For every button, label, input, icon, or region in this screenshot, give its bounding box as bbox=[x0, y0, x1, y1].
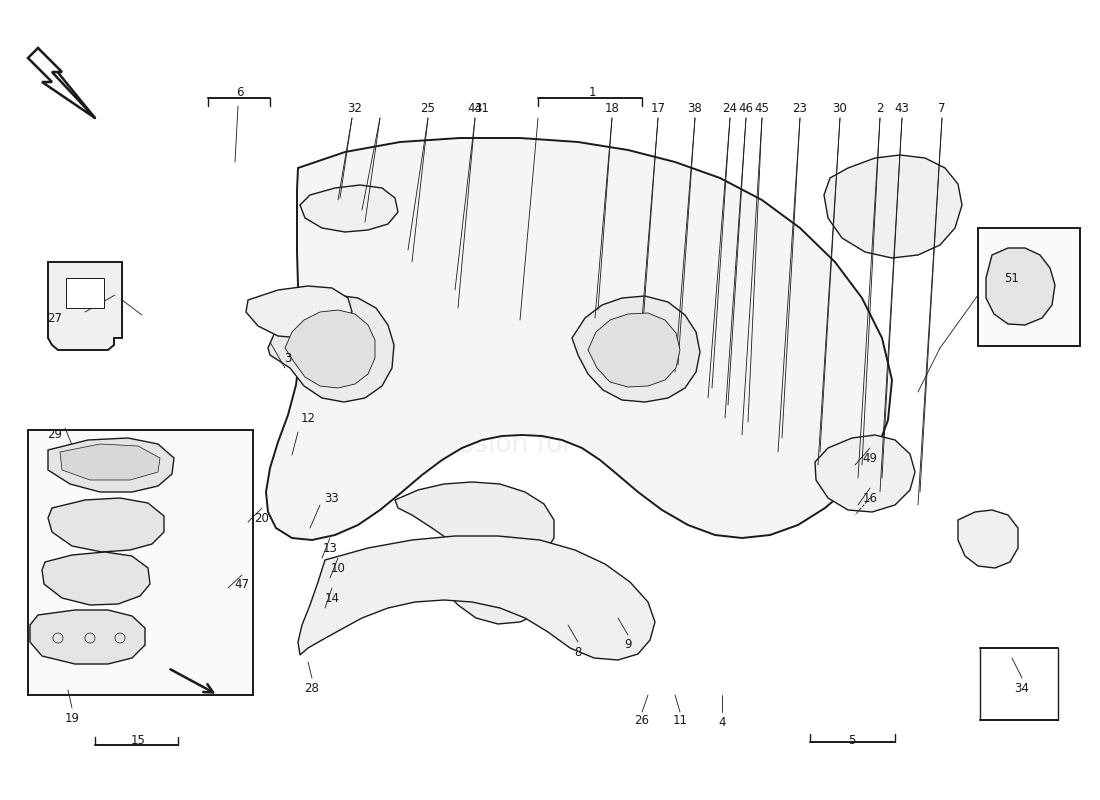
Polygon shape bbox=[28, 48, 95, 118]
Polygon shape bbox=[66, 278, 104, 308]
Text: 26: 26 bbox=[635, 714, 649, 726]
Polygon shape bbox=[420, 542, 550, 624]
Text: 23: 23 bbox=[793, 102, 807, 114]
Text: 7: 7 bbox=[938, 102, 946, 114]
Text: 27: 27 bbox=[47, 311, 63, 325]
Polygon shape bbox=[298, 536, 654, 660]
Text: 2: 2 bbox=[877, 102, 883, 114]
Text: 10: 10 bbox=[331, 562, 345, 574]
Text: 45: 45 bbox=[755, 102, 769, 114]
Text: 13: 13 bbox=[322, 542, 338, 554]
Text: 12: 12 bbox=[300, 411, 316, 425]
Polygon shape bbox=[268, 295, 394, 402]
Text: 34: 34 bbox=[1014, 682, 1030, 694]
Polygon shape bbox=[986, 248, 1055, 325]
Text: 32: 32 bbox=[348, 102, 362, 114]
Text: 19: 19 bbox=[65, 711, 79, 725]
Text: 16: 16 bbox=[862, 491, 878, 505]
Polygon shape bbox=[48, 262, 122, 350]
Polygon shape bbox=[824, 155, 962, 258]
Text: 20: 20 bbox=[254, 511, 270, 525]
Text: 14: 14 bbox=[324, 591, 340, 605]
Polygon shape bbox=[48, 438, 174, 492]
Text: 47: 47 bbox=[234, 578, 250, 591]
Polygon shape bbox=[60, 444, 160, 480]
Text: 8: 8 bbox=[574, 646, 582, 658]
Polygon shape bbox=[300, 185, 398, 232]
Polygon shape bbox=[588, 313, 680, 387]
Text: 38: 38 bbox=[688, 102, 703, 114]
Text: 30: 30 bbox=[833, 102, 847, 114]
Text: 9: 9 bbox=[625, 638, 631, 651]
Polygon shape bbox=[42, 552, 150, 605]
Bar bbox=[28, 430, 253, 695]
Polygon shape bbox=[30, 610, 145, 664]
Polygon shape bbox=[815, 435, 915, 512]
Text: 43: 43 bbox=[894, 102, 910, 114]
Polygon shape bbox=[285, 310, 375, 388]
Text: 15: 15 bbox=[131, 734, 145, 746]
Text: 1: 1 bbox=[588, 86, 596, 99]
Bar bbox=[978, 228, 1080, 346]
Text: 3: 3 bbox=[284, 351, 292, 365]
Text: 46: 46 bbox=[738, 102, 754, 114]
Text: 11: 11 bbox=[672, 714, 688, 726]
Text: 29: 29 bbox=[47, 429, 63, 442]
Text: 44: 44 bbox=[468, 102, 483, 114]
Text: 24: 24 bbox=[723, 102, 737, 114]
Text: 18: 18 bbox=[605, 102, 619, 114]
Text: 6: 6 bbox=[236, 86, 244, 99]
Text: 31: 31 bbox=[474, 102, 490, 114]
Text: 51: 51 bbox=[1004, 271, 1020, 285]
Polygon shape bbox=[246, 286, 352, 338]
Text: 17: 17 bbox=[650, 102, 666, 114]
Text: 5: 5 bbox=[848, 734, 856, 746]
Polygon shape bbox=[958, 510, 1018, 568]
Text: 28: 28 bbox=[305, 682, 319, 694]
Polygon shape bbox=[48, 498, 164, 552]
Text: 4: 4 bbox=[718, 715, 726, 729]
Polygon shape bbox=[572, 296, 700, 402]
Polygon shape bbox=[395, 482, 554, 565]
Text: eurotones: eurotones bbox=[340, 351, 801, 429]
Text: 25: 25 bbox=[420, 102, 436, 114]
Text: a passion for online 1985: a passion for online 1985 bbox=[403, 432, 737, 458]
Polygon shape bbox=[266, 138, 892, 540]
Text: 49: 49 bbox=[862, 451, 878, 465]
Text: 33: 33 bbox=[324, 491, 340, 505]
